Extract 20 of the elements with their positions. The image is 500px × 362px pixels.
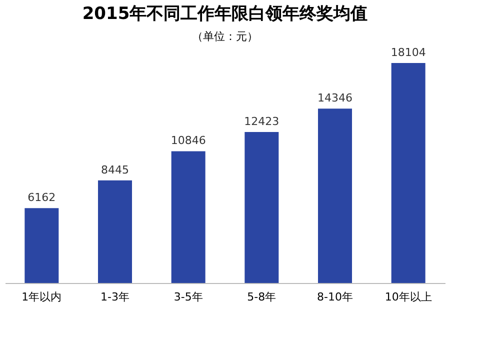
chart-subtitle: （单位：元）	[192, 30, 258, 43]
bar	[318, 108, 352, 283]
x-tick-label: 1年以内	[22, 290, 62, 304]
x-tick-label: 8-10年	[317, 290, 353, 304]
data-label: 6162	[28, 191, 56, 204]
data-label: 10846	[170, 134, 206, 148]
data-label: 12423	[244, 115, 280, 128]
bar	[391, 63, 426, 283]
data-label: 14346	[318, 92, 352, 105]
chart-title: 2015年不同工作年限白领年终奖均值	[82, 4, 368, 24]
x-tick-label: 1-3年	[100, 290, 130, 304]
data-label: 18104	[390, 46, 426, 59]
bar	[24, 208, 59, 283]
x-tick-label: 10年以上	[384, 290, 432, 304]
data-label: 8445	[101, 163, 129, 176]
bar	[171, 151, 206, 283]
bar	[98, 180, 132, 283]
x-tick-label: 3-5年	[174, 290, 203, 304]
x-tick-label: 5-8年	[247, 290, 276, 304]
bar	[244, 132, 279, 283]
